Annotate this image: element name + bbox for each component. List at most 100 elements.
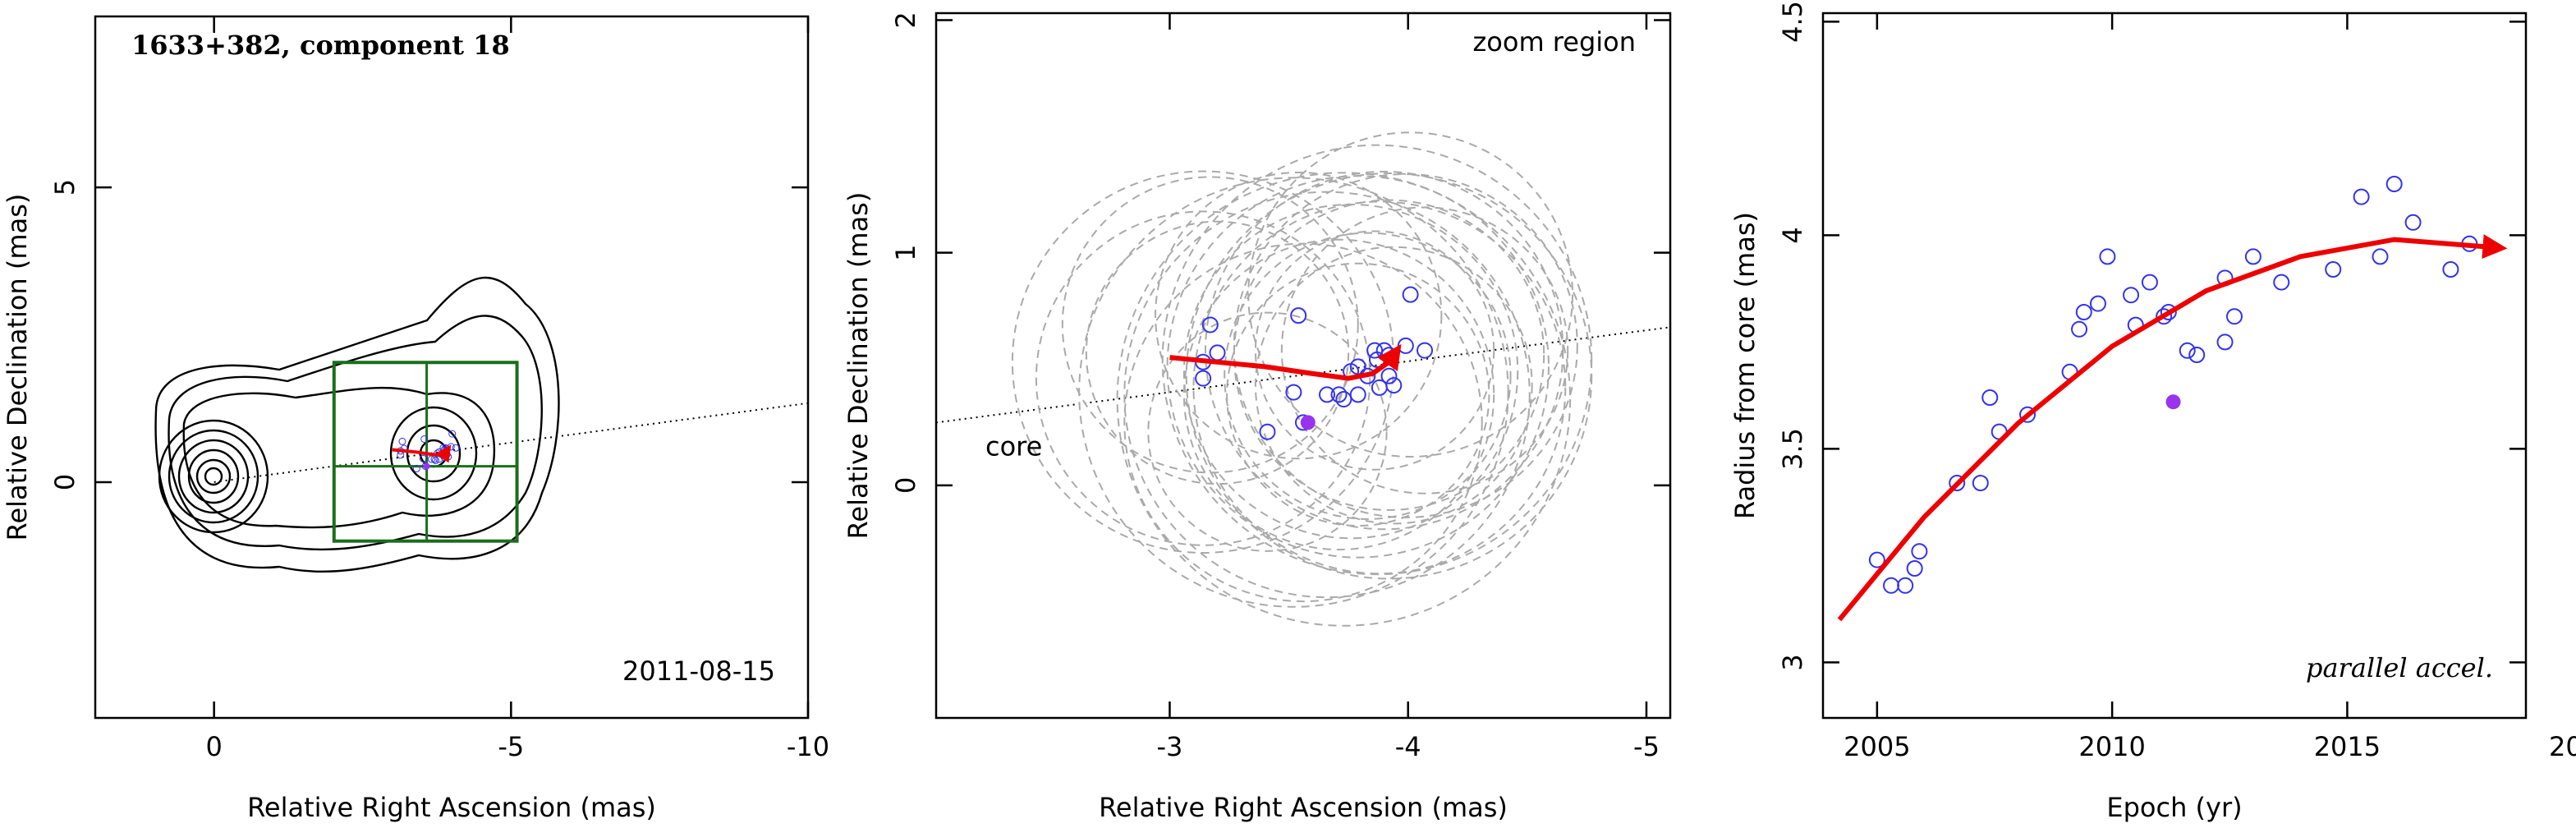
- data-point: [1417, 342, 1434, 359]
- component-size: [1254, 246, 1533, 525]
- data-point: [2226, 308, 2243, 325]
- core-label: core: [985, 430, 1042, 462]
- y-tick-label: 3.5: [1777, 428, 1808, 470]
- y-axis-label: Relative Declination (mas): [2, 194, 33, 541]
- plot-area: [936, 131, 1670, 627]
- component-size: [1280, 206, 1569, 494]
- data-point: [1402, 286, 1419, 303]
- annotation: zoom region: [1473, 26, 1637, 58]
- trajectory: [1169, 343, 1402, 381]
- data-point: [2071, 320, 2088, 338]
- data-point: [1335, 391, 1352, 408]
- trajectory: [1837, 234, 2508, 622]
- data-point: [1385, 377, 1403, 394]
- component-size: [1147, 311, 1388, 552]
- data-point: [2160, 304, 2177, 320]
- data-point: [1349, 386, 1366, 403]
- x-axis-label: Relative Right Ascension (mas): [1099, 792, 1508, 823]
- data-point: [1285, 384, 1302, 401]
- data-point: [1981, 389, 1999, 406]
- data-point: [452, 444, 460, 452]
- component-size: [1192, 200, 1567, 575]
- data-point: [2156, 308, 2173, 325]
- component-size: [1226, 262, 1490, 527]
- data-point: [1883, 577, 1900, 594]
- chart-title: 1633+382, component 18: [131, 30, 510, 61]
- x-tick-label: 2020: [2549, 731, 2576, 762]
- axes-frame: [94, 15, 810, 720]
- component-size: [1035, 210, 1371, 546]
- data-point: [2273, 274, 2290, 291]
- component-size: [1185, 172, 1593, 580]
- direction-line: [214, 402, 808, 483]
- component-size: [1233, 199, 1545, 511]
- axes-frame: [1821, 12, 2528, 720]
- contours: [154, 276, 560, 573]
- component-size: [1116, 172, 1572, 627]
- data-point: [420, 435, 429, 444]
- data-point-filled: [2165, 394, 2181, 410]
- data-point: [1319, 386, 1336, 403]
- x-tick-label: -3: [1157, 731, 1183, 762]
- x-tick-label: -5: [498, 731, 524, 762]
- data-point: [2325, 261, 2342, 278]
- x-tick-label: -5: [1633, 731, 1660, 762]
- component-size: [1224, 232, 1512, 520]
- data-point: [1259, 423, 1276, 440]
- data-point: [2244, 248, 2261, 265]
- annotation: parallel accel.: [2306, 652, 2493, 683]
- data-point: [2089, 295, 2106, 312]
- data-point: [2442, 261, 2459, 278]
- data-point-filled: [423, 462, 430, 470]
- y-tick-label: 0: [890, 477, 921, 494]
- data-point: [2019, 406, 2036, 423]
- data-point: [1209, 344, 1226, 361]
- y-tick-label: 4.5: [1777, 1, 1808, 43]
- trajectory: [392, 444, 452, 463]
- data-point: [2075, 304, 2092, 320]
- component-size: [1123, 191, 1531, 599]
- data-point: [2141, 274, 2158, 291]
- component-size: [1061, 176, 1359, 474]
- component-size: [1247, 131, 1573, 458]
- component-size: [1078, 177, 1509, 608]
- data-point: [1897, 577, 1914, 594]
- component-size: [1123, 242, 1483, 603]
- component-size: [1254, 230, 1495, 471]
- data-point: [2404, 214, 2422, 231]
- data-point: [2216, 334, 2234, 351]
- x-tick-label: -4: [1395, 731, 1421, 762]
- data-point: [2099, 248, 2116, 265]
- plot-area: [214, 361, 808, 543]
- data-point: [2385, 176, 2403, 192]
- data-point: [2372, 248, 2389, 265]
- x-tick-label: 2015: [2314, 731, 2381, 762]
- data-point: [448, 430, 457, 438]
- data-point: [1868, 551, 1885, 568]
- data-point: [1949, 475, 1966, 491]
- x-tick-label: 2005: [1844, 731, 1910, 762]
- y-tick-label: 5: [49, 179, 80, 196]
- y-tick-label: 4: [1777, 227, 1808, 243]
- x-tick-label: 2010: [2078, 731, 2145, 762]
- annotation: 2011-08-15: [622, 656, 775, 687]
- data-point: [2179, 342, 2196, 359]
- y-tick-label: 0: [49, 474, 80, 490]
- x-axis-label: Relative Right Ascension (mas): [247, 792, 656, 823]
- axes-frame: [934, 12, 1672, 720]
- data-point: [1371, 379, 1388, 396]
- data-point: [1201, 316, 1219, 334]
- y-tick-label: 1: [890, 244, 921, 260]
- data-point: [2188, 347, 2206, 363]
- component-size: [1182, 238, 1495, 551]
- data-point: [1330, 386, 1348, 403]
- data-point: [1906, 560, 1923, 577]
- y-axis-label: Radius from core (mas): [1729, 212, 1761, 519]
- y-tick-label: 2: [890, 12, 921, 28]
- component-size: [1155, 171, 1443, 460]
- data-point: [1195, 370, 1212, 387]
- data-point: [1397, 337, 1414, 354]
- data-point: [412, 464, 420, 472]
